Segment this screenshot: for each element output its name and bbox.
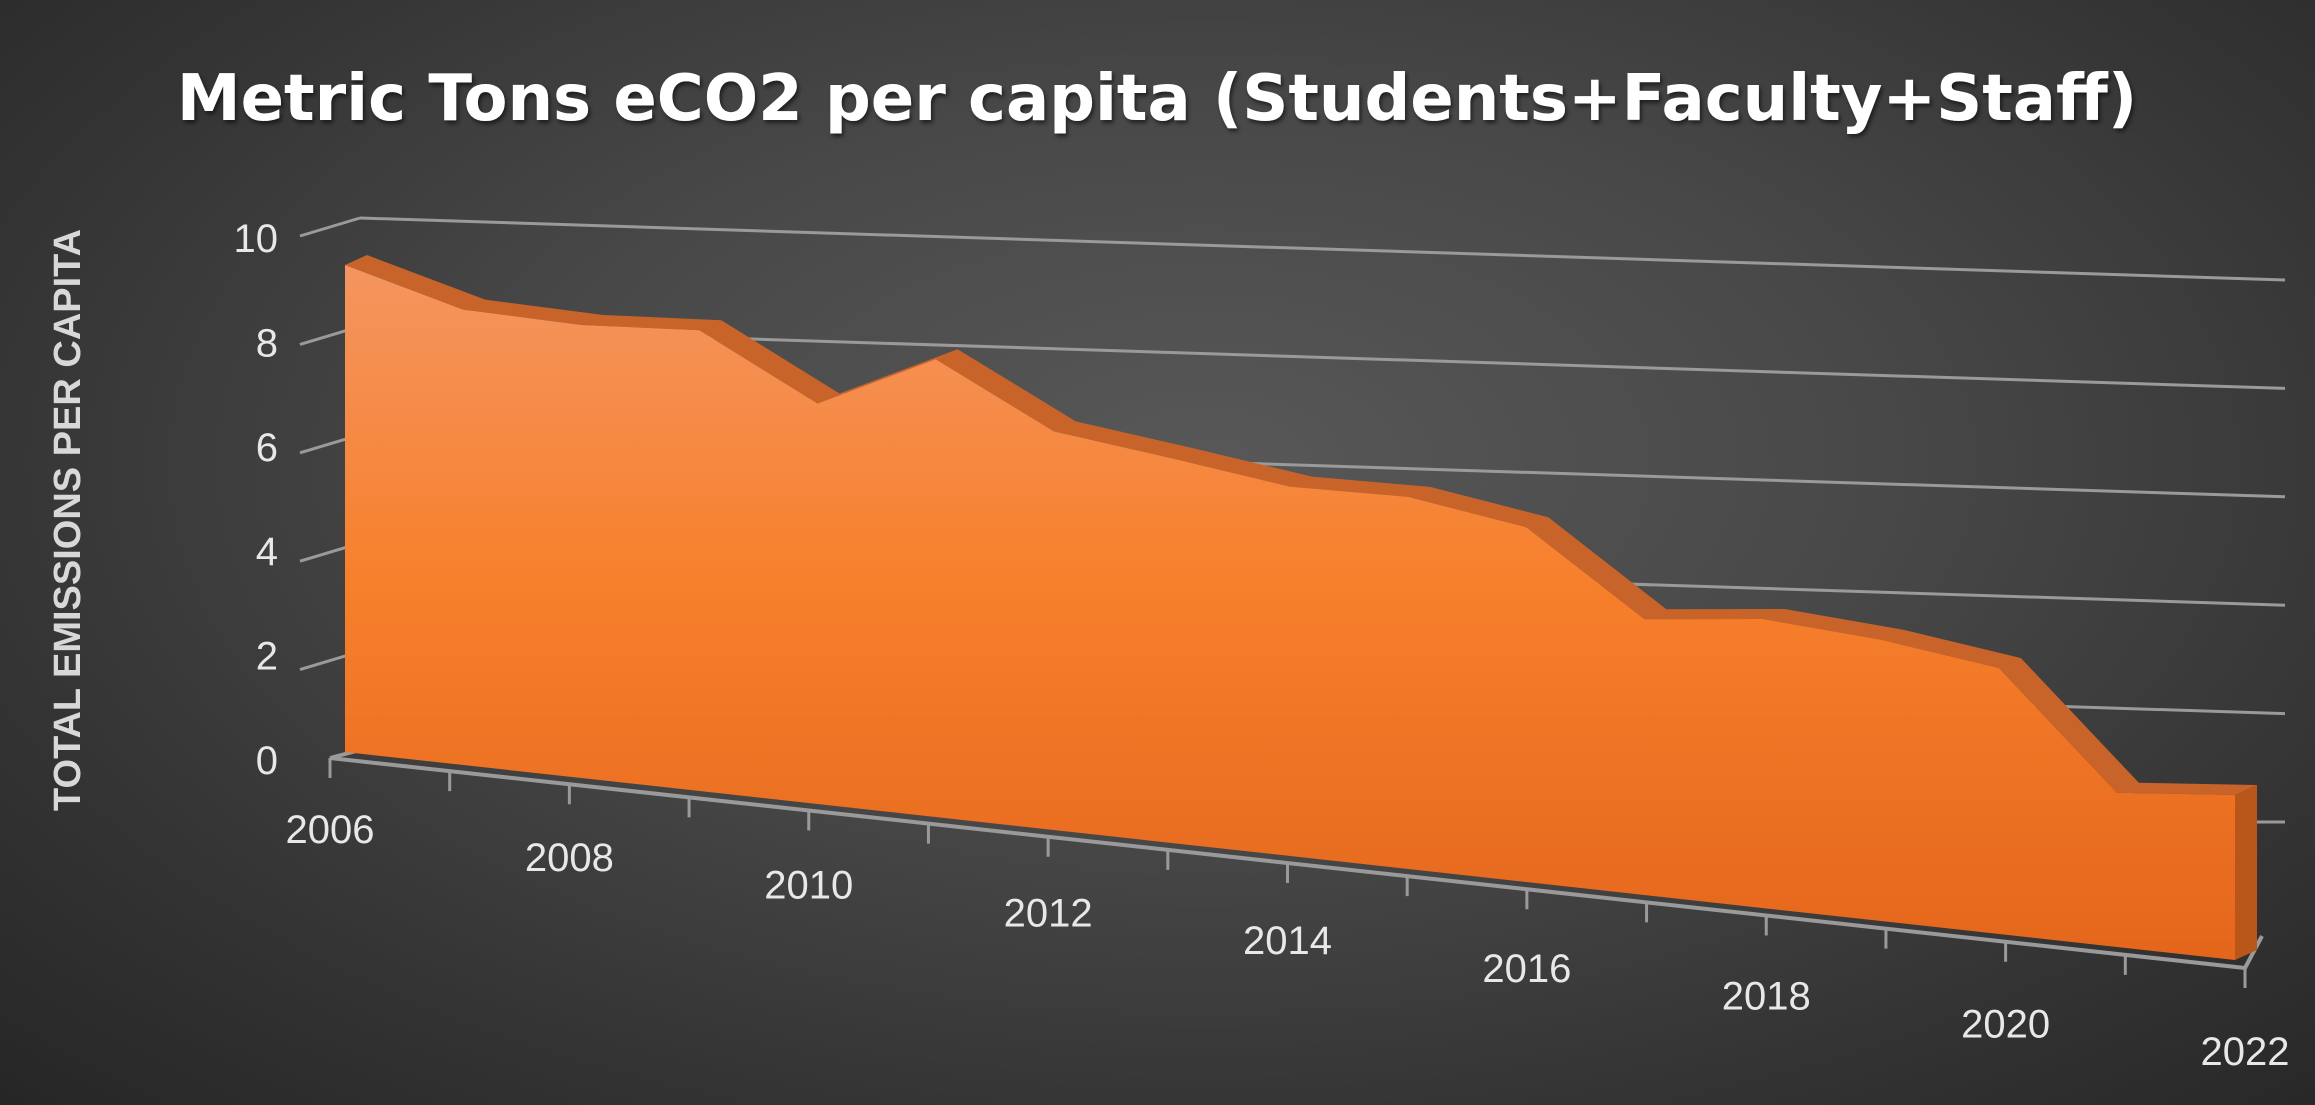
y-axis-label: TOTAL EMISSIONS PER CAPITA [47,229,89,811]
y-tick-label: 10 [234,217,279,261]
y-tick-label: 4 [256,530,278,574]
y-axis-ticks: 0 2 4 6 8 10 [234,217,279,783]
area-side-face [2235,785,2257,960]
x-axis-end-right [2243,935,2264,969]
y-tick-label: 0 [256,739,278,783]
area-front-face [345,265,2235,960]
gridline [359,216,2286,282]
x-tick-label: 2016 [1482,947,1571,991]
x-tick-label: 2022 [2201,1030,2290,1074]
y-tick-label: 2 [256,635,278,679]
axes [328,748,2264,988]
x-tick-label: 2020 [1961,1002,2050,1046]
y-tick-label: 6 [256,426,278,470]
x-tick-label: 2012 [1004,891,1093,935]
area-top-edge [345,255,2257,795]
plot-area [345,255,2257,960]
x-tick-label: 2006 [286,808,375,852]
x-tick-label: 2018 [1722,975,1811,1019]
x-tick-label: 2010 [764,864,853,908]
x-axis-ticks: 2006 2008 2010 2012 2014 2016 2018 2020 2022 [286,808,2290,1074]
x-tick-label: 2014 [1243,919,1332,963]
gridline-stub [299,216,361,238]
y-tick-label: 8 [256,321,278,365]
chart-title: Metric Tons eCO2 per capita (Students+Fa… [177,62,2137,136]
x-tick-label: 2008 [525,836,614,880]
